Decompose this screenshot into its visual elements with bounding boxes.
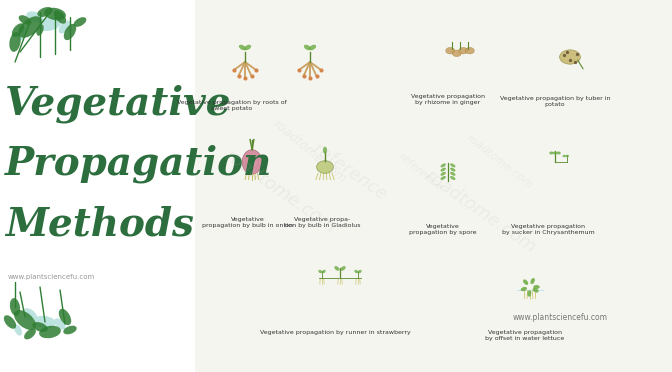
Ellipse shape xyxy=(9,32,21,52)
Ellipse shape xyxy=(440,168,446,171)
Ellipse shape xyxy=(533,288,538,293)
Ellipse shape xyxy=(440,176,446,180)
Ellipse shape xyxy=(23,308,37,320)
FancyBboxPatch shape xyxy=(195,0,672,372)
Ellipse shape xyxy=(528,290,532,297)
Ellipse shape xyxy=(465,48,474,54)
Ellipse shape xyxy=(319,270,322,273)
Ellipse shape xyxy=(562,155,566,157)
Ellipse shape xyxy=(64,24,76,40)
Ellipse shape xyxy=(17,28,27,41)
Ellipse shape xyxy=(446,48,455,54)
Ellipse shape xyxy=(335,266,339,271)
Ellipse shape xyxy=(459,48,468,54)
Text: Vegetative propa-
tion by bulb in Gladiolus: Vegetative propa- tion by bulb in Gladio… xyxy=(284,217,360,228)
Ellipse shape xyxy=(12,23,24,37)
Ellipse shape xyxy=(39,326,61,338)
Ellipse shape xyxy=(54,318,66,330)
Text: Vegetative propagation by tuber in
potato: Vegetative propagation by tuber in potat… xyxy=(500,96,610,107)
Text: roadtome.com: roadtome.com xyxy=(465,133,535,191)
Ellipse shape xyxy=(322,270,326,273)
Text: Methods: Methods xyxy=(5,205,194,243)
Ellipse shape xyxy=(58,20,71,33)
Ellipse shape xyxy=(450,172,456,176)
Ellipse shape xyxy=(34,316,56,328)
Ellipse shape xyxy=(450,163,456,167)
Ellipse shape xyxy=(26,12,44,23)
Text: roadtome.com: roadtome.com xyxy=(421,167,539,257)
Text: Vegetative propagation
by offset in water lettuce: Vegetative propagation by offset in wate… xyxy=(485,330,564,341)
Text: Vegetative propagation
by rhizome in ginger: Vegetative propagation by rhizome in gin… xyxy=(411,94,485,105)
Ellipse shape xyxy=(450,168,456,171)
Ellipse shape xyxy=(530,278,535,284)
Ellipse shape xyxy=(19,15,32,25)
Ellipse shape xyxy=(63,326,77,334)
Ellipse shape xyxy=(549,151,554,154)
Ellipse shape xyxy=(244,45,251,50)
Text: Vegetative: Vegetative xyxy=(5,85,231,123)
Ellipse shape xyxy=(38,7,52,17)
Text: Vegetative
propagation by spore: Vegetative propagation by spore xyxy=(409,224,476,235)
Ellipse shape xyxy=(4,315,16,329)
Text: Vegetative propagation by roots of
sweet potato: Vegetative propagation by roots of sweet… xyxy=(177,100,287,111)
Ellipse shape xyxy=(38,17,62,31)
Ellipse shape xyxy=(18,16,42,38)
Ellipse shape xyxy=(452,50,461,57)
Ellipse shape xyxy=(14,310,36,330)
Ellipse shape xyxy=(304,45,311,50)
Ellipse shape xyxy=(556,151,560,154)
Ellipse shape xyxy=(309,45,316,50)
Text: Vegetative
propagation by bulb in onion: Vegetative propagation by bulb in onion xyxy=(202,217,294,228)
Text: Vegetative propagation by runner in strawberry: Vegetative propagation by runner in stra… xyxy=(259,330,411,335)
Ellipse shape xyxy=(242,150,262,174)
Ellipse shape xyxy=(239,45,246,50)
Ellipse shape xyxy=(24,328,36,339)
Ellipse shape xyxy=(566,155,569,157)
FancyBboxPatch shape xyxy=(0,0,195,372)
Ellipse shape xyxy=(32,322,48,332)
Ellipse shape xyxy=(74,17,87,27)
Ellipse shape xyxy=(523,279,528,285)
Text: www.plantsciencefu.com: www.plantsciencefu.com xyxy=(8,274,95,280)
Text: Vegetative propagation
by sucker in Chrysanthemum: Vegetative propagation by sucker in Chry… xyxy=(501,224,594,235)
Ellipse shape xyxy=(354,270,358,273)
Ellipse shape xyxy=(10,298,20,316)
Ellipse shape xyxy=(560,50,581,64)
Ellipse shape xyxy=(58,309,71,325)
Ellipse shape xyxy=(36,24,44,36)
Ellipse shape xyxy=(521,287,527,291)
Ellipse shape xyxy=(534,285,540,289)
Ellipse shape xyxy=(358,270,362,273)
Ellipse shape xyxy=(440,172,446,176)
Text: Propagation: Propagation xyxy=(5,145,272,183)
Ellipse shape xyxy=(323,147,327,154)
Ellipse shape xyxy=(440,163,446,167)
Ellipse shape xyxy=(553,151,557,154)
Text: reference: reference xyxy=(396,151,444,193)
Ellipse shape xyxy=(14,324,22,336)
Ellipse shape xyxy=(317,161,333,173)
Ellipse shape xyxy=(450,176,456,180)
Ellipse shape xyxy=(44,8,66,20)
Text: www.plantsciencefu.com: www.plantsciencefu.com xyxy=(513,312,607,321)
Ellipse shape xyxy=(54,10,66,24)
Text: reference: reference xyxy=(309,140,390,204)
Text: roadtome.com: roadtome.com xyxy=(271,118,349,186)
Ellipse shape xyxy=(341,266,345,271)
Text: roadtome.com: roadtome.com xyxy=(221,147,339,237)
